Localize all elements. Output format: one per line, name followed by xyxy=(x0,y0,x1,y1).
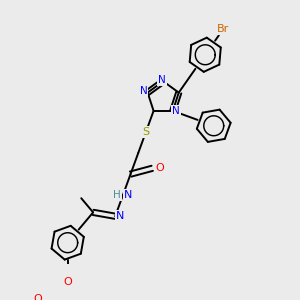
Text: Br: Br xyxy=(217,24,230,34)
Text: O: O xyxy=(63,277,72,287)
Text: H: H xyxy=(113,190,121,200)
Text: N: N xyxy=(124,190,132,200)
Text: O: O xyxy=(33,294,42,300)
Text: S: S xyxy=(142,127,149,137)
Text: N: N xyxy=(116,211,124,221)
Text: N: N xyxy=(140,86,148,96)
Text: O: O xyxy=(156,163,164,173)
Text: N: N xyxy=(158,75,166,85)
Text: N: N xyxy=(172,106,180,116)
